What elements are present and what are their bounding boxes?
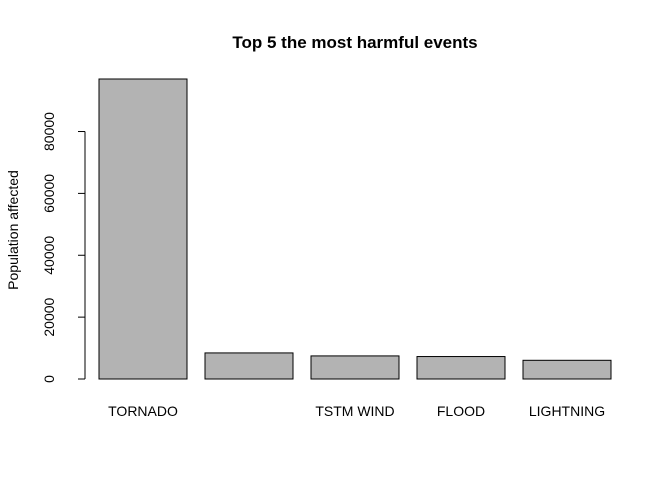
x-tick-label: FLOOD — [437, 403, 485, 419]
y-tick-label: 60000 — [41, 174, 57, 213]
bars-group — [98, 78, 612, 380]
y-axis: 0 20000 40000 60000 80000 — [41, 112, 86, 383]
y-axis-label: Population affected — [5, 170, 21, 290]
bar — [416, 356, 506, 380]
y-tick-label: 40000 — [41, 236, 57, 275]
bar — [310, 355, 400, 380]
x-tick-label: LIGHTNING — [529, 403, 605, 419]
x-tick-label: TORNADO — [108, 403, 178, 419]
y-tick-label: 20000 — [41, 297, 57, 336]
x-axis-labels: TORNADO TSTM WIND FLOOD LIGHTNING — [108, 403, 605, 419]
y-tick-label: 0 — [41, 375, 57, 383]
bar — [98, 78, 188, 380]
bar — [522, 359, 612, 380]
y-tick-label: 80000 — [41, 112, 57, 151]
chart-title: Top 5 the most harmful events — [232, 33, 477, 52]
bar — [204, 352, 294, 380]
x-tick-label: TSTM WIND — [315, 403, 394, 419]
